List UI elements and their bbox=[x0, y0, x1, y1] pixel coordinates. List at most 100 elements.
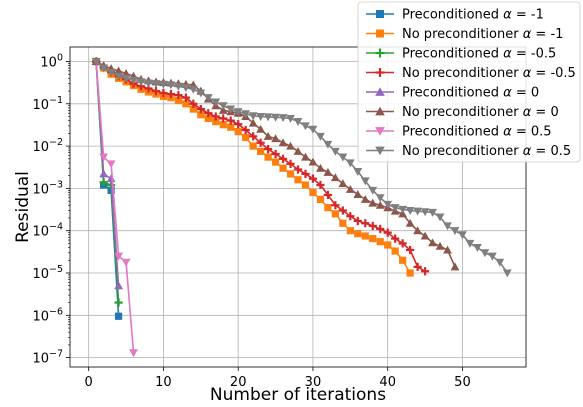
data-point bbox=[293, 118, 303, 126]
data-point bbox=[361, 219, 370, 228]
data-point bbox=[121, 74, 131, 83]
legend-item: No preconditioner α = 0 bbox=[366, 105, 559, 120]
data-point bbox=[151, 86, 161, 96]
legend-label: No preconditioner α = -1 bbox=[402, 27, 563, 42]
legend-item: Preconditioned α = 0 bbox=[366, 86, 539, 101]
data-point bbox=[189, 105, 197, 113]
data-point bbox=[346, 212, 355, 221]
data-point bbox=[316, 180, 325, 190]
legend-label: Preconditioned α = 0 bbox=[402, 86, 539, 101]
data-point bbox=[330, 147, 340, 156]
data-point bbox=[136, 78, 146, 87]
data-point bbox=[279, 164, 287, 172]
data-point bbox=[376, 29, 384, 38]
y-tick-label: 10−4 bbox=[32, 222, 63, 240]
data-point bbox=[368, 198, 378, 207]
data-point bbox=[114, 252, 123, 261]
data-point bbox=[241, 125, 250, 135]
data-point bbox=[204, 114, 212, 123]
legend-label: No preconditioner α = -0.5 bbox=[402, 66, 576, 81]
data-point bbox=[99, 153, 109, 162]
legend-box bbox=[357, 1, 581, 163]
y-tick-label: 10−5 bbox=[32, 264, 63, 282]
data-point bbox=[106, 174, 116, 183]
data-point bbox=[301, 169, 310, 179]
data-point bbox=[197, 111, 205, 119]
data-point bbox=[338, 206, 347, 215]
data-point bbox=[369, 235, 377, 243]
x-axis-label: Number of iterations bbox=[210, 385, 386, 405]
y-tick-label: 10−2 bbox=[32, 137, 63, 155]
data-point bbox=[360, 177, 370, 186]
data-point bbox=[173, 82, 183, 91]
data-point bbox=[428, 208, 437, 217]
data-point bbox=[114, 66, 123, 75]
series-lines bbox=[91, 57, 512, 358]
data-point bbox=[443, 222, 452, 231]
data-point bbox=[242, 133, 250, 142]
y-tick-label: 100 bbox=[40, 52, 63, 70]
plot-frame bbox=[69, 46, 527, 368]
data-point bbox=[323, 190, 333, 200]
y-tick-label: 10−7 bbox=[32, 349, 63, 367]
data-point bbox=[182, 100, 190, 108]
data-point bbox=[256, 124, 266, 133]
y-axis-label: Residual bbox=[13, 171, 33, 243]
data-point bbox=[256, 113, 266, 121]
data-point bbox=[114, 298, 123, 307]
data-point bbox=[353, 190, 363, 198]
data-point bbox=[308, 157, 318, 166]
data-point bbox=[406, 269, 414, 277]
data-point bbox=[443, 245, 452, 254]
data-point bbox=[278, 154, 288, 163]
data-point bbox=[286, 114, 295, 123]
data-point bbox=[413, 262, 422, 271]
data-point bbox=[487, 252, 497, 261]
data-point bbox=[480, 249, 490, 258]
legend-label: Preconditioned α = -0.5 bbox=[402, 47, 556, 62]
data-point bbox=[391, 234, 400, 243]
data-point bbox=[174, 91, 183, 100]
data-point bbox=[263, 144, 273, 154]
y-axis: 10−7 10−6 10−5 10−4 10−3 10−2 10−1 100 bbox=[32, 52, 70, 367]
data-point bbox=[458, 231, 467, 240]
data-point bbox=[435, 241, 445, 250]
data-point bbox=[271, 134, 280, 143]
data-point bbox=[405, 206, 415, 215]
data-point bbox=[99, 178, 108, 187]
series-3 bbox=[92, 57, 430, 276]
legend-item: Preconditioned α = -1 bbox=[366, 8, 544, 23]
data-point bbox=[271, 113, 280, 122]
data-point bbox=[271, 158, 280, 166]
data-point bbox=[346, 227, 354, 235]
x-tick-label: 20 bbox=[230, 375, 247, 390]
data-point bbox=[114, 281, 123, 290]
data-point bbox=[308, 174, 318, 183]
data-point bbox=[316, 132, 325, 141]
legend-item: Preconditioned α = -0.5 bbox=[366, 47, 556, 62]
data-point bbox=[331, 210, 339, 218]
data-point bbox=[391, 247, 399, 255]
data-point bbox=[405, 218, 415, 227]
data-point bbox=[189, 99, 198, 108]
data-point bbox=[234, 120, 243, 129]
data-point bbox=[399, 256, 407, 264]
series-7 bbox=[91, 57, 512, 278]
data-point bbox=[159, 88, 168, 98]
data-point bbox=[286, 170, 295, 178]
data-point bbox=[384, 241, 392, 249]
data-point bbox=[301, 122, 310, 131]
data-point bbox=[375, 87, 385, 96]
data-point bbox=[263, 131, 273, 140]
x-tick-label: 10 bbox=[155, 375, 172, 390]
data-point bbox=[129, 76, 138, 85]
data-point bbox=[278, 114, 288, 123]
data-point bbox=[248, 112, 258, 121]
series-line bbox=[95, 61, 135, 353]
data-point bbox=[219, 121, 227, 129]
data-point bbox=[99, 64, 109, 73]
data-point bbox=[212, 117, 220, 126]
data-point bbox=[219, 114, 228, 123]
data-point bbox=[286, 141, 295, 150]
